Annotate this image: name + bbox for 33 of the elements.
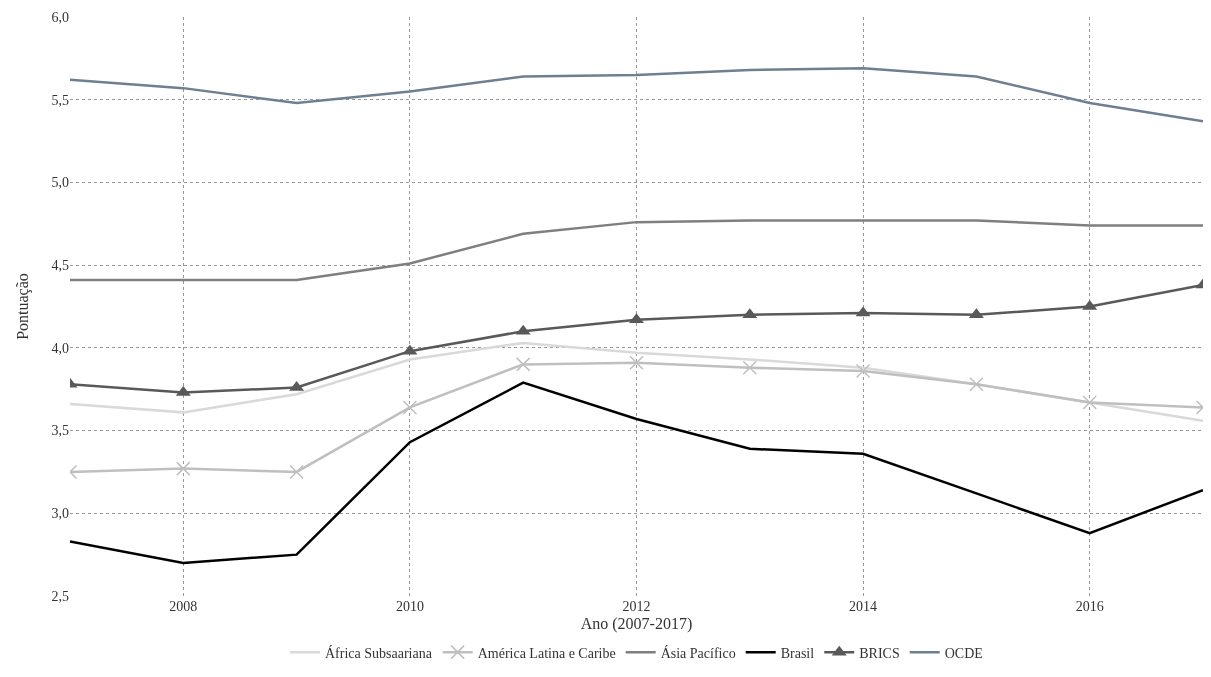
legend-label: África Subsaariana [325,644,433,661]
legend-label: Brasil [780,645,815,661]
point [1082,395,1097,410]
point [742,360,758,375]
y-tick-label: 5,0 [51,175,69,191]
y-tick-label: 2,5 [51,588,69,604]
point [289,464,304,480]
line-series [70,381,1203,565]
x-tick-label: 2012 [622,599,651,614]
line-series [70,219,1203,282]
y-tick-label: 5,5 [51,92,69,108]
point [402,400,418,415]
x-tick-label: 2008 [169,599,198,614]
y-tick-label: 3,5 [51,423,69,439]
x-tick-label: 2010 [395,599,424,614]
y-axis-title: Pontuação [14,273,32,340]
point [855,363,871,379]
x-axis-title: Ano (2007-2017) [580,614,693,633]
point [629,355,644,370]
legend-label: América Latina e Caribe [477,645,616,661]
y-tick-label: 4,5 [51,258,69,274]
y-tick-label: 3,0 [51,506,69,522]
point [969,377,984,392]
point [176,461,191,476]
legend-label: Ásia Pacífico [660,644,736,661]
legend-label: BRICS [859,645,900,661]
x-tick-label: 2016 [1075,599,1104,614]
point [515,357,531,372]
x-tick-label: 2014 [849,599,878,614]
y-tick-label: 6,0 [51,9,69,25]
line-series [70,67,1203,123]
legend-label: OCDE [944,645,983,661]
y-tick-label: 4,0 [51,340,69,356]
